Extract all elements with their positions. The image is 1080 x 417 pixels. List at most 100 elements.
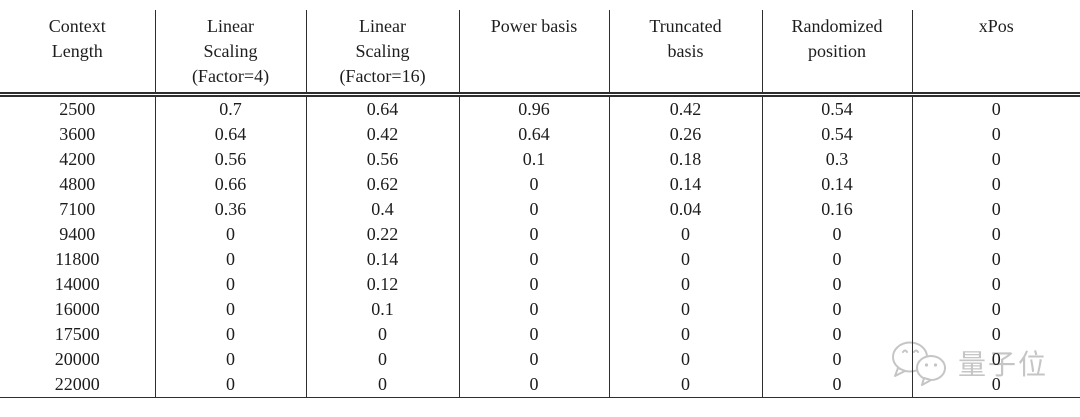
table-cell: 0 <box>155 297 307 322</box>
table-cell: 0 <box>991 249 1001 269</box>
table-cell: 0 <box>991 99 1001 119</box>
table-cell: 9400 <box>0 222 156 247</box>
table-cell: 0.04 <box>609 197 763 222</box>
table-cell: 0.56 <box>155 147 307 172</box>
table-cell: 0.14 <box>762 172 913 197</box>
table-cell: 0 <box>991 199 1001 219</box>
table-cell: 0.26 <box>609 122 763 147</box>
table-cell: 7100 <box>0 197 156 222</box>
table-row: 4200 0.56 0.56 0.1 0.18 0.3 0 <box>0 147 1080 172</box>
table-cell: 0.22 <box>306 222 460 247</box>
table-cell: 0 <box>991 174 1001 194</box>
table-row: 7100 0.36 0.4 0 0.04 0.16 0 <box>0 197 1080 222</box>
table-cell: 0 <box>306 322 460 347</box>
table-cell: 0 <box>459 372 610 398</box>
table-row: 2500 0.7 0.64 0.96 0.42 0.54 0 <box>0 94 1080 122</box>
table-cell: 0 <box>991 349 1001 369</box>
table-cell: 0 <box>609 222 763 247</box>
table-cell: 0.56 <box>306 147 460 172</box>
table-cell: 0 <box>991 124 1001 144</box>
column-header: Randomized position <box>762 10 913 97</box>
table-cell: 0.62 <box>306 172 460 197</box>
table-cell: 0 <box>155 272 307 297</box>
table-cell: 0.64 <box>459 122 610 147</box>
table-cell: 0 <box>155 247 307 272</box>
table-cell: 0 <box>155 322 307 347</box>
table-cell: 20000 <box>0 347 156 372</box>
column-header: Linear Scaling (Factor=16) <box>306 10 460 97</box>
table-body: 2500 0.7 0.64 0.96 0.42 0.54 0 3600 0.64 0.42 0.64… <box>0 94 1080 398</box>
table-row: 22000 0 0 0 0 0 0 <box>0 372 1080 398</box>
table-cell: 0 <box>155 347 307 372</box>
table-cell: 3600 <box>0 122 156 147</box>
column-header: Linear Scaling (Factor=4) <box>155 10 307 97</box>
table-cell: 0 <box>609 322 763 347</box>
table-cell: 0.36 <box>155 197 307 222</box>
column-header: Power basis <box>459 10 610 97</box>
table-cell: 0 <box>609 272 763 297</box>
table-cell: 0 <box>459 222 610 247</box>
table-cell: 0 <box>991 274 1001 294</box>
table-row: 4800 0.66 0.62 0 0.14 0.14 0 <box>0 172 1080 197</box>
table-cell: 0.64 <box>306 94 460 122</box>
table-cell: 0 <box>991 149 1001 169</box>
table-row: 11800 0 0.14 0 0 0 0 <box>0 247 1080 272</box>
table-cell: 0 <box>459 297 610 322</box>
table-cell: 0 <box>991 224 1001 244</box>
results-table: Context Length Linear Scaling (Factor=4) Line… <box>0 10 1080 398</box>
table-cell: 0 <box>459 322 610 347</box>
table-cell: 0 <box>609 347 763 372</box>
table-cell: 4800 <box>0 172 156 197</box>
table-cell: 0.66 <box>155 172 307 197</box>
table-cell: 0 <box>459 172 610 197</box>
table-cell: 0.42 <box>609 94 763 122</box>
table-cell: 4200 <box>0 147 156 172</box>
table-cell: 0 <box>762 322 913 347</box>
header-row: Context Length Linear Scaling (Factor=4) Line… <box>0 10 1080 97</box>
table-cell: 0.54 <box>762 122 913 147</box>
table-cell: 0 <box>762 247 913 272</box>
table-cell: 0 <box>912 372 1080 398</box>
table-cell: 0.14 <box>306 247 460 272</box>
table-cell: 0 <box>762 272 913 297</box>
table-cell: 0 <box>991 299 1001 319</box>
table-row: 17500 0 0 0 0 0 0 <box>0 322 1080 347</box>
table-row: 16000 0 0.1 0 0 0 0 <box>0 297 1080 322</box>
table-cell: 0.1 <box>306 297 460 322</box>
table-header: Context Length Linear Scaling (Factor=4) Line… <box>0 10 1080 97</box>
table-cell: 0 <box>306 347 460 372</box>
table-cell: 0.4 <box>306 197 460 222</box>
table-cell: 0.14 <box>609 172 763 197</box>
table-cell: 0 <box>991 324 1001 344</box>
table-cell: 0 <box>762 297 913 322</box>
table-row: 20000 0 0 0 0 0 0 <box>0 347 1080 372</box>
table-cell: 0 <box>609 247 763 272</box>
table-cell: 0.18 <box>609 147 763 172</box>
table-cell: 0 <box>459 197 610 222</box>
table-cell: 2500 <box>0 94 156 122</box>
table-cell: 0 <box>609 372 763 398</box>
table-cell: 17500 <box>0 322 156 347</box>
table-row: 3600 0.64 0.42 0.64 0.26 0.54 0 <box>0 122 1080 147</box>
table-cell: 0.64 <box>155 122 307 147</box>
table-cell: 0.12 <box>306 272 460 297</box>
table-cell: 0 <box>762 222 913 247</box>
table-cell: 0.7 <box>155 94 307 122</box>
table-cell: 0 <box>762 347 913 372</box>
table-cell: 0 <box>459 347 610 372</box>
column-header: xPos <box>912 10 1080 97</box>
table-cell: 0.3 <box>762 147 913 172</box>
column-header: Context Length <box>0 10 156 97</box>
table-cell: 0.54 <box>762 94 913 122</box>
column-header: Truncated basis <box>609 10 763 97</box>
table-cell: 0.16 <box>762 197 913 222</box>
table-cell: 0 <box>459 272 610 297</box>
table-cell: 16000 <box>0 297 156 322</box>
table-cell: 11800 <box>0 247 156 272</box>
table-cell: 0.1 <box>459 147 610 172</box>
table-cell: 0 <box>459 247 610 272</box>
table-cell: 0 <box>609 297 763 322</box>
table-row: 9400 0 0.22 0 0 0 0 <box>0 222 1080 247</box>
table-row: 14000 0 0.12 0 0 0 0 <box>0 272 1080 297</box>
